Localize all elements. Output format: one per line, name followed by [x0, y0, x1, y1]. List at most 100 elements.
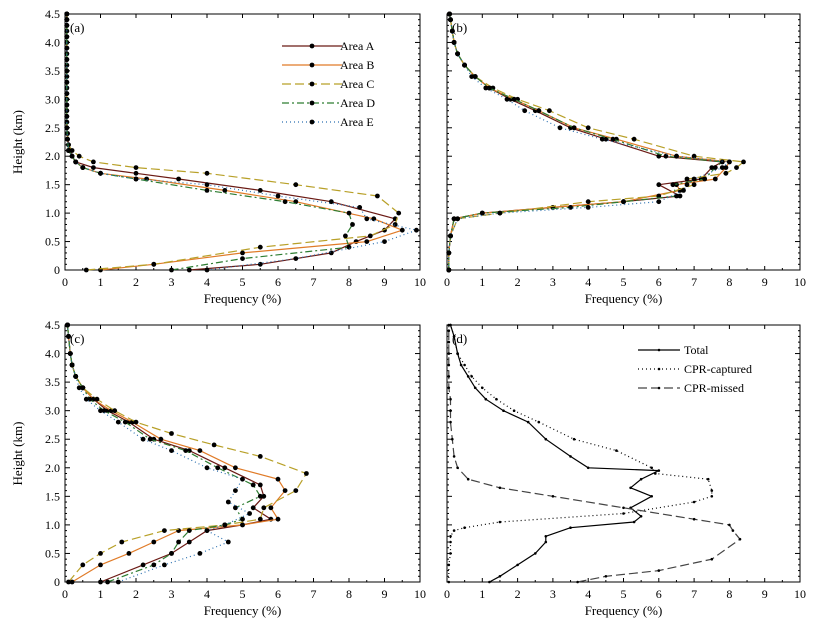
panel-c-series-area-d-point	[176, 539, 182, 545]
panel-d-series-cpr-captured-point	[495, 397, 498, 401]
panel-d-series-total-point	[459, 363, 463, 367]
panel-d-series-total-point	[488, 580, 491, 584]
panel-a-x-tick-label: 2	[133, 275, 139, 289]
panel-a-series-area-e-point	[65, 136, 70, 142]
panel-a-series-area-b-point	[240, 250, 245, 256]
panel-a-series-area-c-point	[396, 210, 402, 216]
panel-b-series-area-d-line	[448, 13, 724, 270]
panel-c-series-area-e-point	[204, 528, 210, 533]
panel-b-series-area-d-point	[670, 182, 676, 188]
panel-b-series-area-e-point	[455, 216, 460, 222]
panel-d-series-cpr-missed-point	[551, 495, 555, 498]
panel-c-series-area-c-point	[98, 551, 103, 556]
panel-d-series-cpr-missed-point	[738, 537, 742, 541]
panel-b-series-area-e-point	[681, 188, 686, 193]
panel-c-series-area-d-point	[240, 516, 245, 522]
panel-a-y-tick-label: 1.5	[45, 178, 60, 192]
panel-d-x-tick-label: 5	[621, 587, 627, 601]
panel-d-series-cpr-captured-point	[449, 552, 452, 555]
panel-c-series-area-c-point	[257, 516, 263, 522]
panel-d-series-cpr-captured-point	[481, 386, 484, 390]
panel-b-series-area-d-point	[621, 199, 626, 205]
panel-b-series-area-d-point	[712, 165, 718, 171]
panel-d-series-cpr-captured-point	[692, 500, 696, 504]
panel-a-y-tick-label: 0	[54, 263, 60, 277]
panel-a-series-area-c-point	[392, 222, 398, 227]
panel-c-series-area-e-point	[67, 351, 73, 356]
panel-c-series-area-e-point	[65, 322, 70, 328]
panel-a-y-tick-label: 1.0	[45, 206, 60, 220]
panel-c-series-area-e-point	[115, 419, 121, 425]
panel-b-series-area-d-point	[719, 159, 725, 165]
panel-d-series-cpr-captured-point	[447, 563, 451, 567]
panel-b-series-area-e-point	[557, 125, 563, 131]
panel-a-series-area-c-point	[69, 148, 75, 153]
panel-a-series-area-e-point	[204, 182, 210, 188]
panel-d-series-cpr-missed-point	[447, 340, 451, 344]
panel-d-series-cpr-missed-point	[447, 363, 451, 367]
panel-c-y-tick-label: 1.0	[45, 518, 60, 532]
panel-b-x-tick-label: 10	[794, 275, 806, 289]
panel-a-series-area-d-point	[346, 244, 352, 250]
panel-b-series-area-e-point	[469, 74, 475, 79]
panel-a-series-area-e-point	[204, 267, 210, 273]
panel-b-x-tick-label: 2	[515, 275, 521, 289]
panel-c-x-tick-label: 6	[275, 587, 281, 601]
panel-b-series-area-b-point	[723, 165, 729, 171]
panel-d-series-cpr-captured-point	[463, 363, 466, 367]
panel-c-series-area-d-point	[105, 579, 110, 585]
panel-c-series-area-e-point	[83, 396, 89, 402]
panel-d-series-total-point	[498, 575, 502, 578]
panel-c-series-area-c-point	[293, 488, 299, 493]
panel-b-series-area-e-point	[462, 62, 467, 68]
panel-c-series-area-e-point	[76, 385, 82, 391]
panel-a-series-area-c-point	[257, 244, 263, 250]
panel-b-series-area-a-point	[709, 165, 715, 171]
panel-b-series-area-b-line	[448, 13, 731, 270]
panel-d-series-cpr-captured-point	[463, 526, 466, 529]
panel-d-series-total-point	[473, 386, 477, 390]
panel-d-series-total-point	[502, 409, 505, 413]
panel-d-legend-cpr-captured-label: CPR-captured	[684, 362, 752, 376]
panel-b-series-area-a-point	[656, 153, 662, 159]
panel-d-x-tick-label: 8	[726, 587, 732, 601]
panel-b-series-area-a-point	[677, 193, 683, 199]
panel-d-series-cpr-missed-point	[622, 506, 625, 510]
panel-d-series-cpr-captured-point	[449, 540, 452, 544]
panel-d-series-cpr-missed-point	[731, 529, 735, 532]
panel-c-series-area-b-point	[268, 505, 274, 511]
panel-c-series-area-c-point	[112, 408, 118, 414]
panel-d-series-cpr-missed-point	[466, 477, 470, 481]
panel-a-series-area-e-point	[133, 176, 139, 182]
panel-d-series-total-point	[516, 563, 519, 567]
panel-a-series-area-e-point	[66, 148, 71, 153]
panel-b-series-area-c-line	[448, 13, 745, 270]
panel-c-series-area-b-point	[158, 436, 164, 442]
panel-d-series-total-point	[657, 469, 661, 472]
panel-b-series-area-d-point	[702, 176, 708, 182]
panel-c-x-tick-label: 0	[62, 587, 68, 601]
panel-b-series-area-e-point	[446, 250, 452, 256]
panel-a-series-area-c-point	[83, 267, 89, 273]
panel-a-x-tick-label: 4	[204, 275, 210, 289]
panel-a-x-tick-label: 9	[382, 275, 388, 289]
panel-c-y-tick-label: 2.5	[45, 432, 60, 446]
panel-d-series-cpr-captured-point	[498, 520, 502, 524]
panel-c-series-area-a-point	[140, 562, 146, 568]
panel-b-series-area-d-point	[571, 125, 577, 131]
panel-b-x-tick-label: 4	[585, 275, 591, 289]
panel-d-series-cpr-missed-point	[447, 375, 451, 378]
panel-d-x-tick-label: 6	[656, 587, 662, 601]
panel-c-series-area-b-point	[151, 539, 157, 545]
panel-b-series-area-e-point	[719, 165, 725, 171]
panel-b-series-area-e-point	[522, 108, 528, 114]
panel-d-series-total-point	[632, 520, 636, 524]
panel-a-series-area-e-point	[80, 165, 86, 171]
panel-a-y-tick-label: 0.5	[45, 235, 60, 249]
panel-d-series-cpr-captured-point	[654, 472, 657, 475]
panel-c-series-area-b-point	[197, 448, 203, 453]
panel-c-series-area-e-point	[233, 488, 238, 493]
panel-c-y-tick-label: 1.5	[45, 489, 60, 503]
panel-b-series-area-e-point	[504, 96, 510, 102]
panel-a-x-tick-label: 6	[275, 275, 281, 289]
